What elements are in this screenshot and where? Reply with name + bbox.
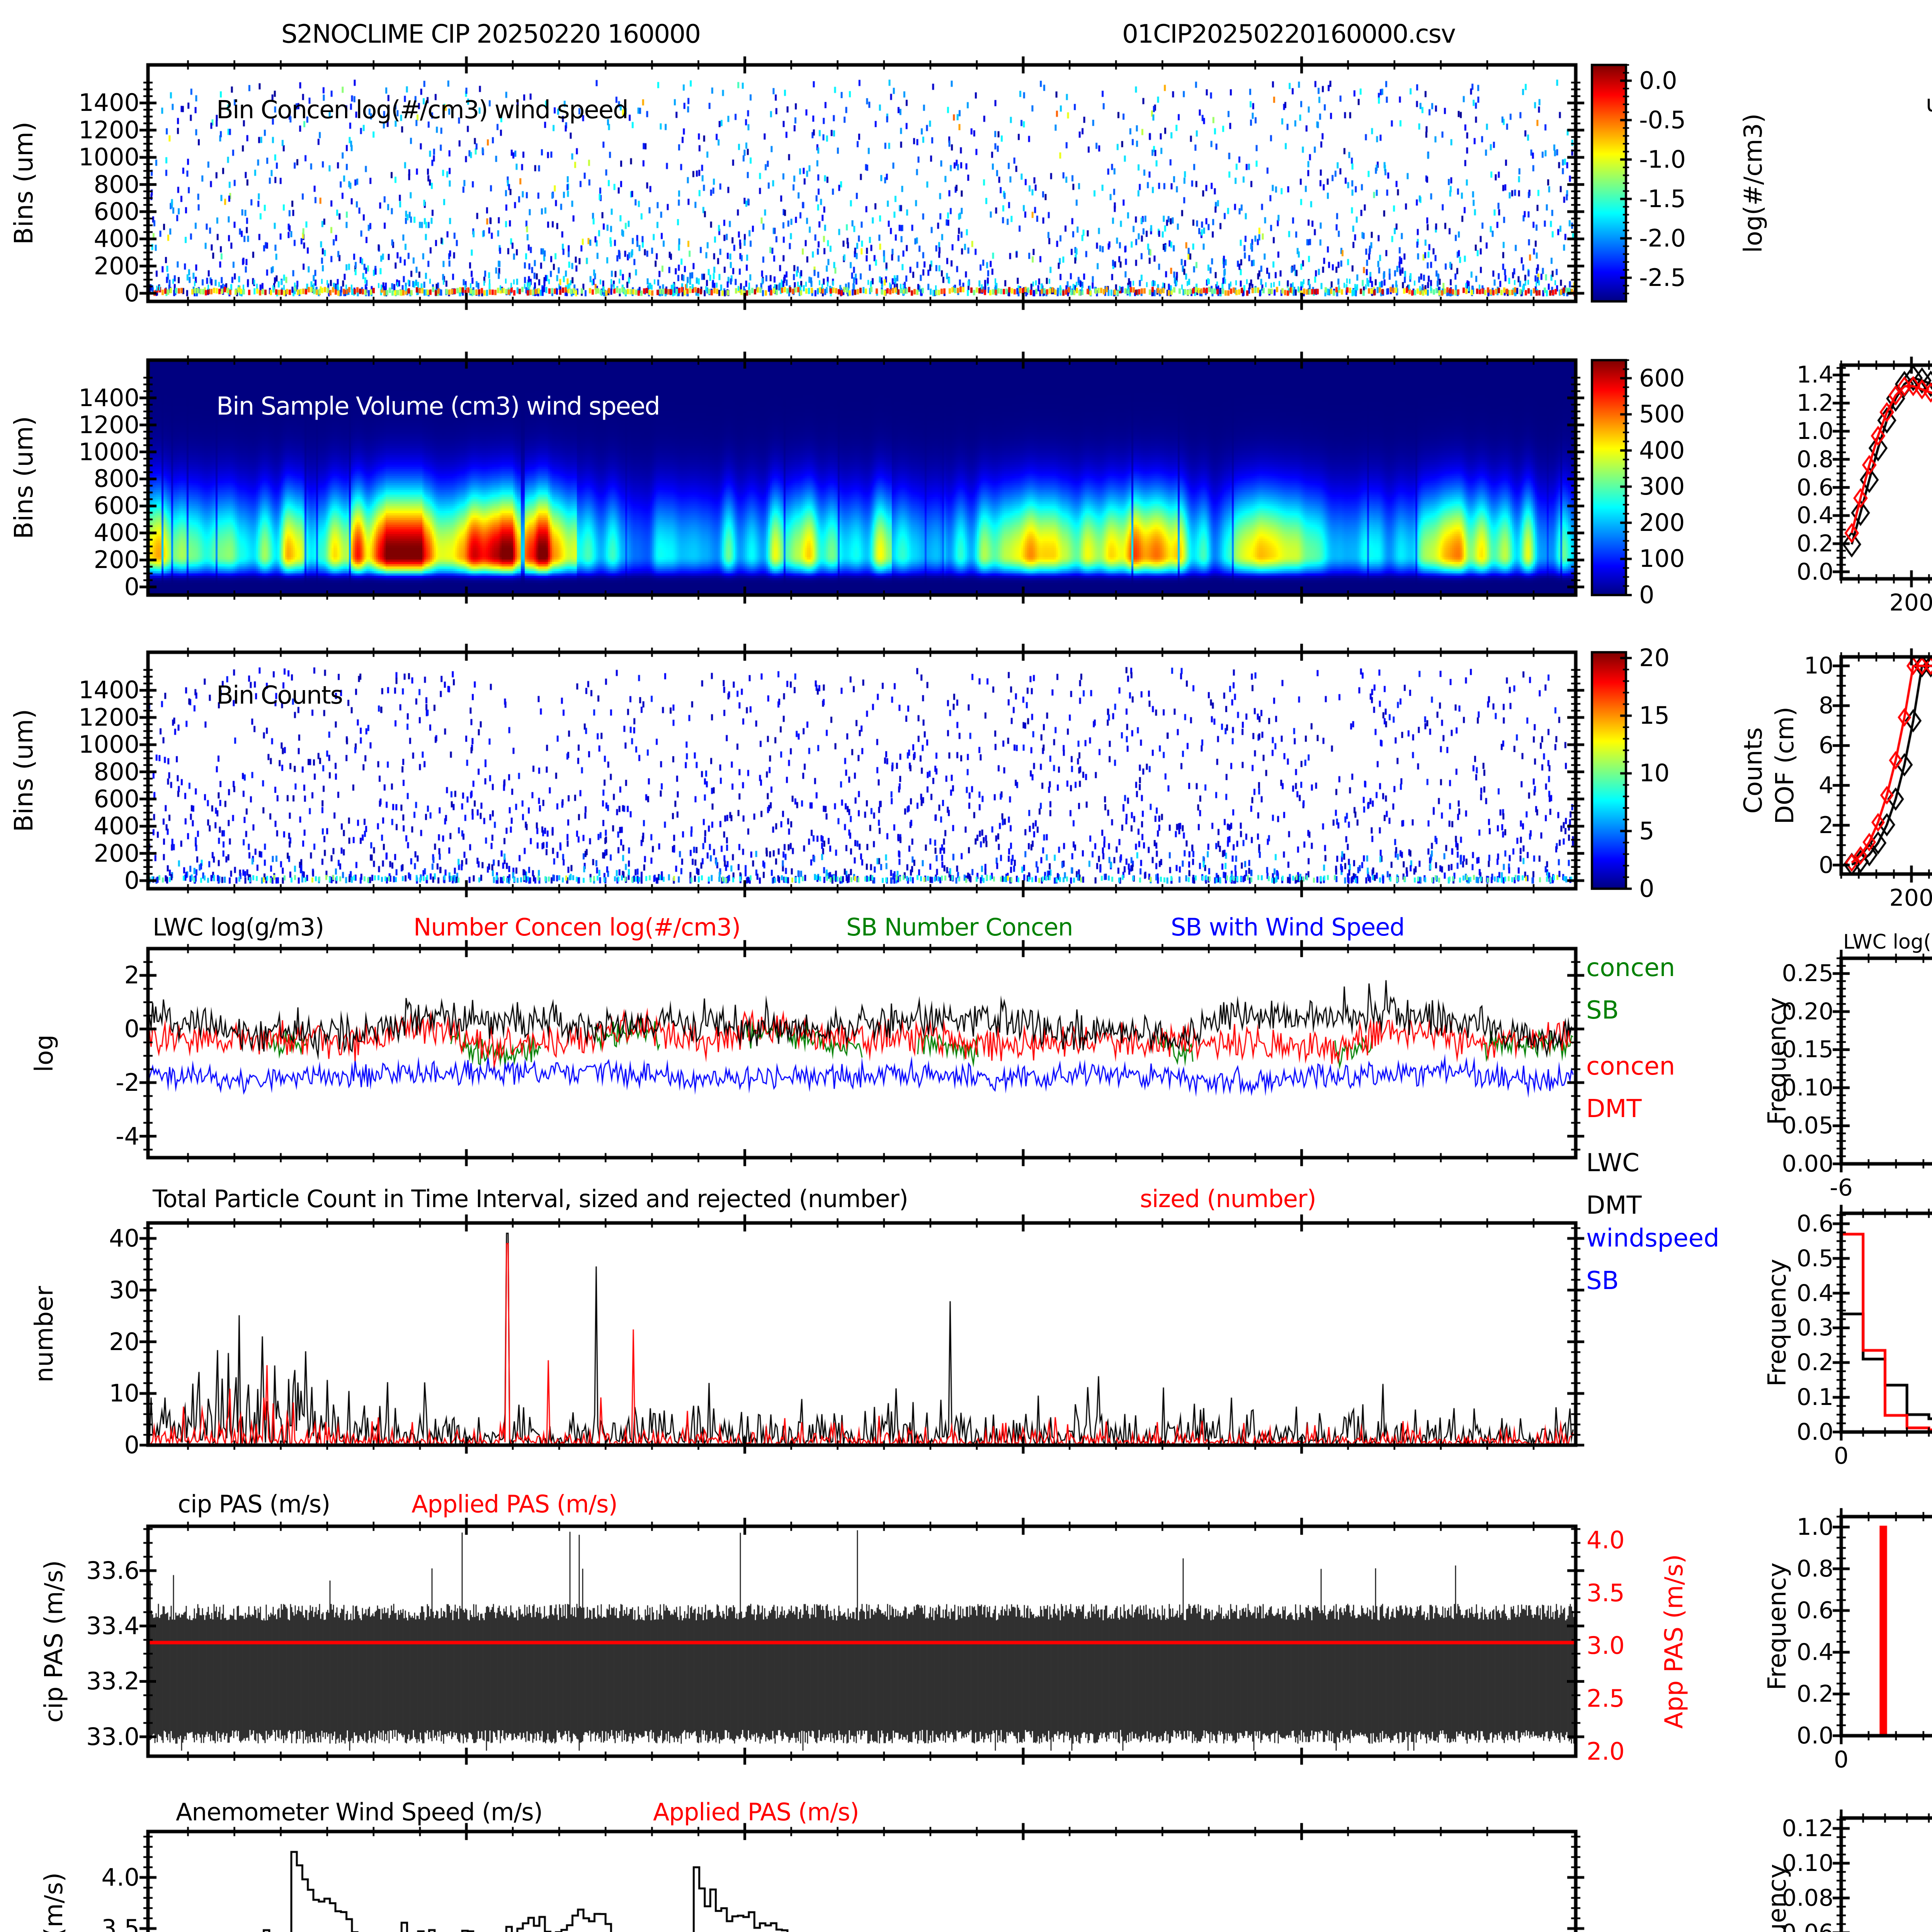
figure-title-right: 01CIP20250220160000.csv <box>1122 19 1456 49</box>
sample-volume-note: used app_pas for sample volume <box>1926 90 1932 117</box>
figure-title-left: S2NOCLIME CIP 20250220 160000 <box>281 19 701 49</box>
